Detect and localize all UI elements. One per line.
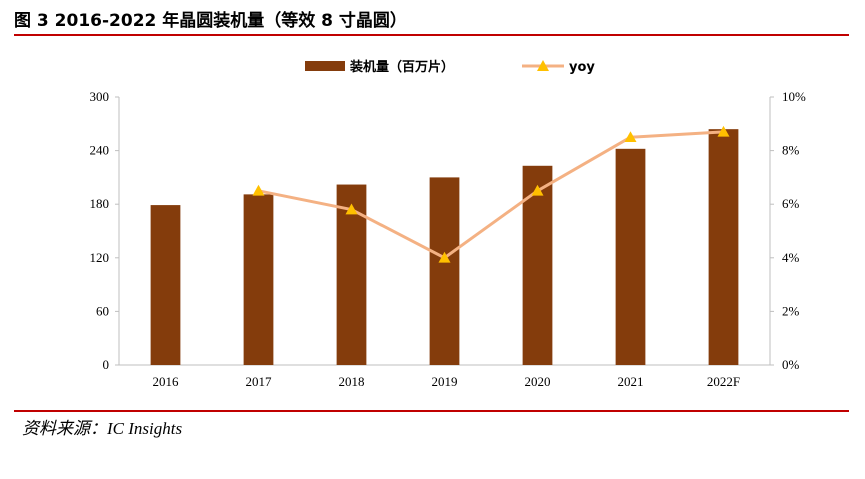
legend-line-marker	[537, 60, 549, 71]
bar-2020	[522, 165, 553, 365]
title-divider	[14, 34, 849, 36]
x-tick-label: 2022F	[707, 374, 740, 389]
yoy-marker-2022F	[717, 125, 730, 137]
source-divider	[14, 410, 849, 412]
right-tick-label: 6%	[782, 196, 800, 211]
right-tick-label: 2%	[782, 303, 800, 318]
bar-2016	[150, 205, 181, 365]
legend-line-label: yoy	[569, 60, 595, 75]
yoy-marker-2018	[345, 203, 358, 215]
x-tick-label: 2017	[246, 374, 273, 389]
yoy-marker-2021	[624, 131, 637, 142]
line-series	[252, 125, 730, 263]
figure-title: 图 3 2016-2022 年晶圆装机量（等效 8 寸晶圆）	[14, 11, 407, 31]
x-tick-label: 2018	[339, 374, 365, 389]
right-tick-label: 0%	[782, 357, 800, 372]
yoy-marker-2020	[531, 184, 544, 196]
left-tick-label: 300	[90, 89, 110, 104]
yoy-line	[258, 130, 724, 260]
x-tick-label: 2021	[618, 374, 644, 389]
source-note: 资料来源：IC Insights	[22, 419, 183, 438]
right-tick-label: 10%	[782, 89, 806, 104]
yoy-marker-2019	[438, 251, 451, 263]
left-tick-label: 180	[90, 196, 110, 211]
right-tick-label: 8%	[782, 143, 800, 158]
legend-bar-swatch	[305, 61, 345, 71]
bar-2017	[243, 194, 274, 365]
x-tick-label: 2020	[525, 374, 551, 389]
legend-bar-label: 装机量（百万片）	[349, 59, 454, 75]
yoy-marker-2017	[252, 184, 265, 196]
bar-2021	[615, 148, 646, 365]
bar-series	[150, 129, 739, 365]
left-tick-label: 60	[96, 303, 109, 318]
left-tick-label: 0	[103, 357, 110, 372]
tick-labels: 0 60 120 180 240 300 0% 2% 4% 6% 8% 10% 2016 2017 2018…	[90, 89, 807, 389]
left-tick-label: 120	[90, 250, 110, 265]
combo-chart: 0 60 120 180 240 300 0% 2% 4% 6% 8% 10% 2016 2017 2018…	[90, 59, 807, 389]
bar-2022F	[708, 129, 739, 365]
x-tick-label: 2019	[432, 374, 458, 389]
bar-2019	[429, 177, 460, 365]
chart-legend: 装机量（百万片） yoy	[305, 59, 595, 75]
x-tick-label: 2016	[153, 374, 180, 389]
left-tick-label: 240	[90, 143, 110, 158]
right-tick-label: 4%	[782, 250, 800, 265]
